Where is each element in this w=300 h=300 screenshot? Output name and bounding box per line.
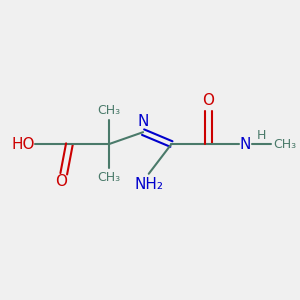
Text: N: N bbox=[137, 114, 149, 129]
Text: N: N bbox=[239, 136, 251, 152]
Text: CH₃: CH₃ bbox=[274, 138, 297, 151]
Text: O: O bbox=[55, 174, 67, 189]
Text: O: O bbox=[202, 93, 214, 108]
Text: CH₃: CH₃ bbox=[98, 171, 121, 184]
Text: NH₂: NH₂ bbox=[134, 177, 163, 192]
Text: H: H bbox=[256, 129, 266, 142]
Text: CH₃: CH₃ bbox=[98, 104, 121, 117]
Text: HO: HO bbox=[12, 136, 35, 152]
